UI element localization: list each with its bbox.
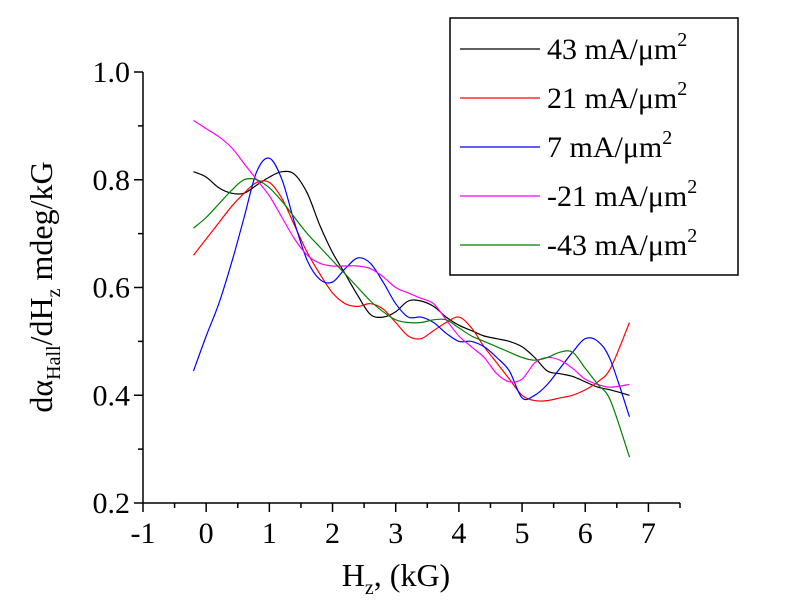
y-tick-label: 0.8 [93, 164, 131, 197]
legend-label-sup: 2 [677, 78, 687, 100]
y-tick-label: 0.4 [93, 379, 131, 412]
x-axis-title-main: H [342, 557, 365, 593]
x-tick-label: 7 [641, 517, 656, 550]
legend-label-3: -21 mA/μm2 [547, 176, 697, 213]
legend-label-0: 43 mA/μm2 [547, 29, 687, 66]
series-line-3 [193, 119, 630, 388]
x-axis-title-sub: z [365, 577, 374, 599]
y-axis-title-part2: /dH [23, 297, 59, 345]
y-axis-title-sub1: Hall [43, 345, 65, 380]
y-axis-title-part1: dα [23, 380, 59, 413]
legend-label-text: 21 mA/μm [547, 82, 677, 115]
legend-label-4: -43 mA/μm2 [547, 225, 697, 262]
legend-label-text: 7 mA/μm [547, 131, 662, 164]
series-line-0 [193, 170, 630, 396]
x-tick-label: 4 [451, 517, 466, 550]
series-line-4 [193, 177, 631, 458]
series-line-2 [192, 157, 631, 417]
y-axis-title-part3: mdeg/kG [23, 161, 59, 288]
x-tick-label: 6 [578, 517, 593, 550]
x-tick-label: 3 [388, 517, 403, 550]
legend-label-text: 43 mA/μm [547, 33, 677, 66]
legend-label-sup: 2 [677, 29, 687, 51]
legend-label-sup: 2 [662, 127, 672, 149]
y-tick-label: 0.6 [93, 272, 131, 305]
y-axis-title: dαHall/dHz mdeg/kG [23, 161, 65, 412]
y-tick-label: 0.2 [93, 487, 131, 520]
x-tick-label: 5 [515, 517, 530, 550]
legend-label-text: -43 mA/μm [547, 229, 687, 262]
x-tick-label: 1 [262, 517, 277, 550]
x-axis-title-rest: , (kG) [374, 557, 450, 593]
legend-label-2: 7 mA/μm2 [547, 127, 672, 164]
legend-label-sup: 2 [687, 225, 697, 247]
legend-label-text: -21 mA/μm [547, 180, 687, 213]
y-axis-title-sub2: z [43, 288, 65, 297]
x-axis-title: Hz, (kG) [342, 557, 450, 599]
series-line-1 [193, 180, 631, 402]
series-layer [192, 119, 631, 458]
legend-label-1: 21 mA/μm2 [547, 78, 687, 115]
y-tick-label: 1.0 [93, 56, 131, 89]
x-tick-label: 2 [325, 517, 340, 550]
x-tick-label: -1 [131, 517, 156, 550]
legend-label-sup: 2 [687, 176, 697, 198]
x-tick-label: 0 [199, 517, 214, 550]
axes: 0.2 0.4 0.6 0.8 1.0 -1 0 1 2 3 4 5 6 7 [93, 56, 681, 550]
